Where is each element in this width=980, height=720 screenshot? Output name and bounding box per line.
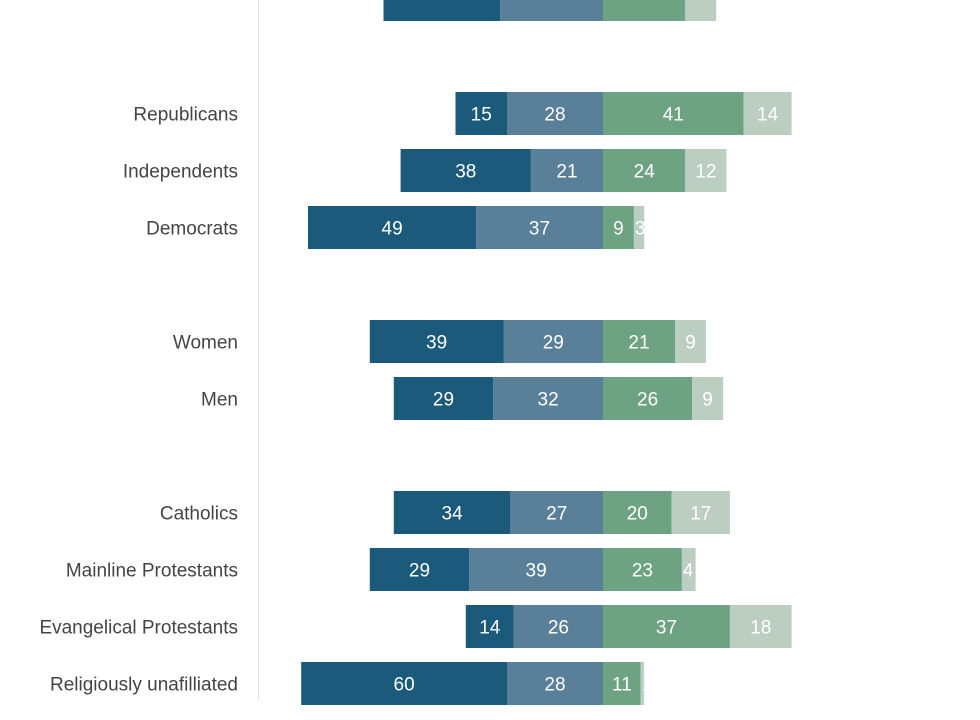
- row-label: Catholics: [160, 504, 238, 525]
- bar-segment: [507, 662, 603, 705]
- bar-segment: [510, 491, 603, 534]
- bar-segment: [685, 0, 717, 21]
- bar-segment: [603, 548, 682, 591]
- bar-segment: [640, 662, 645, 705]
- bar-value-label: 4: [683, 561, 694, 582]
- bar-segment: [729, 605, 792, 648]
- bar-segment: [603, 206, 634, 249]
- bar-segment: [369, 320, 504, 363]
- bar-segment: [369, 548, 470, 591]
- bar-value-label: 21: [628, 333, 649, 354]
- row-label: Women: [173, 333, 238, 354]
- bar-value-label: 41: [663, 105, 684, 126]
- bar-value-label: 37: [529, 219, 550, 240]
- row-label: Democrats: [146, 219, 238, 240]
- bar-value-label: 15: [471, 105, 492, 126]
- bar-value-label: 38: [455, 162, 476, 183]
- bar-segment: [393, 491, 511, 534]
- bar-value-label: 39: [426, 333, 447, 354]
- bar-segment: [743, 92, 792, 135]
- bar-value-label: 12: [695, 162, 716, 183]
- row-label: Mainline Protestants: [66, 561, 238, 582]
- bar-segment: [493, 377, 603, 420]
- bar-value-label: 9: [685, 333, 696, 354]
- bar-value-label: 26: [637, 390, 658, 411]
- bar-segment: [301, 662, 507, 705]
- bar-segment: [681, 548, 696, 591]
- bar-value-label: 32: [538, 390, 559, 411]
- bar-value-label: 39: [526, 561, 547, 582]
- bar-segment: [531, 149, 603, 192]
- bar-value-label: 23: [632, 561, 653, 582]
- bar-value-label: 1: [642, 675, 653, 696]
- bar-segment: [685, 149, 727, 192]
- bar-value-label: 29: [409, 561, 430, 582]
- bar-segment: [692, 377, 724, 420]
- bar-segment: [469, 548, 603, 591]
- bar-segment: [308, 206, 477, 249]
- bar-value-label: 60: [394, 675, 415, 696]
- bar-value-label: 26: [548, 618, 569, 639]
- bar-segment: [503, 320, 603, 363]
- bar-segment: [513, 605, 603, 648]
- bar-value-label: 29: [433, 390, 454, 411]
- bar-segment: [507, 92, 603, 135]
- bar-value-label: 27: [546, 504, 567, 525]
- bar-segment: [633, 206, 645, 249]
- bar-segment: [603, 149, 686, 192]
- row-label: Republicans: [133, 105, 238, 126]
- bar-value-label: 49: [382, 219, 403, 240]
- bar-value-label: 37: [656, 618, 677, 639]
- bar-value-label: 14: [757, 105, 779, 126]
- bar-value-label: 21: [556, 162, 577, 183]
- bar-segment: [603, 491, 672, 534]
- bar-segment: [675, 320, 706, 363]
- bar-value-label: 11: [612, 675, 632, 696]
- row-label: Men: [201, 390, 238, 411]
- bar-segment: [671, 491, 730, 534]
- bar-value-label: 9: [702, 390, 713, 411]
- bar-segment: [393, 377, 494, 420]
- bar-segment: [476, 206, 603, 249]
- row-label: Independents: [123, 162, 238, 183]
- bar-value-label: 18: [750, 618, 771, 639]
- bar-segment: [603, 662, 641, 705]
- bar-value-label: 9: [613, 219, 624, 240]
- bar-segment: [500, 0, 603, 21]
- bar-segment: [603, 320, 675, 363]
- bar-segment: [603, 377, 693, 420]
- bar-value-label: 34: [442, 504, 464, 525]
- row-label: Evangelical Protestants: [39, 618, 238, 639]
- bar-segment: [400, 149, 531, 192]
- bar-segment: [383, 0, 501, 21]
- bar-segment: [603, 0, 686, 21]
- bar-segment: [455, 92, 507, 135]
- bar-segment: [603, 605, 730, 648]
- bar-value-label: 28: [544, 675, 565, 696]
- bar-segment: [603, 92, 744, 135]
- bar-value-label: 28: [544, 105, 565, 126]
- bar-value-label: 14: [479, 618, 501, 639]
- bar-value-label: 24: [634, 162, 656, 183]
- bar-value-label: 17: [690, 504, 711, 525]
- row-label: Religiously unafilliated: [50, 675, 238, 696]
- bar-value-label: 3: [635, 219, 646, 240]
- bar-value-label: 29: [543, 333, 564, 354]
- bar-segment: [465, 605, 514, 648]
- bar-value-label: 20: [627, 504, 648, 525]
